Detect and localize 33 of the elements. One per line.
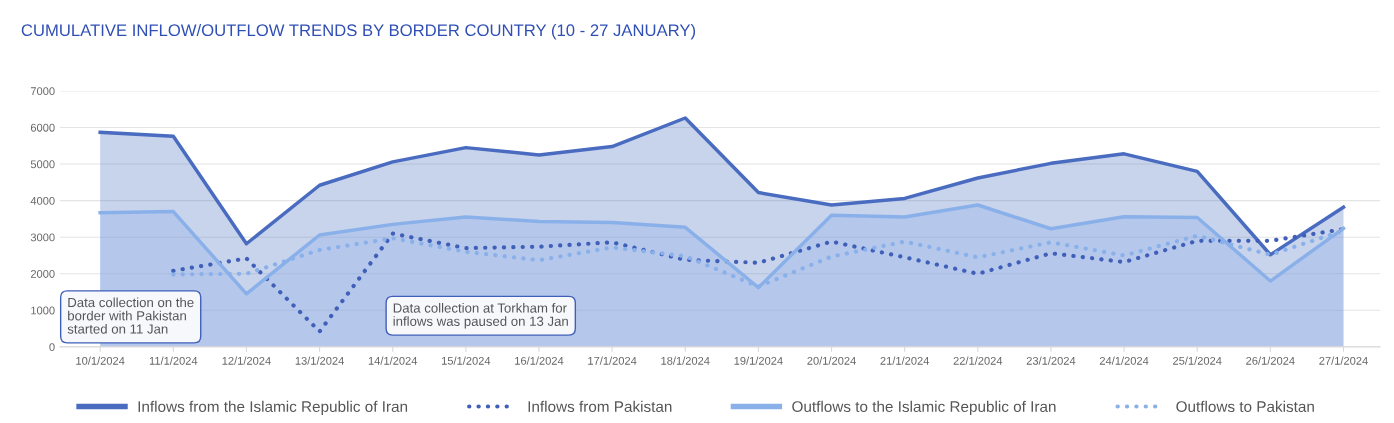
x-tick-label: 20/1/2024 [807, 356, 856, 365]
y-tick-label: 6000 [30, 123, 55, 132]
legend-label: Inflows from the Islamic Republic of Iran [138, 400, 408, 416]
x-tick-label: 10/1/2024 [76, 356, 125, 365]
x-tick-label: 15/1/2024 [441, 356, 491, 365]
x-tick-label: 11/1/2024 [149, 356, 198, 365]
y-tick-label: 0 [49, 343, 55, 351]
annotation: Data collection on the border with Pakistan started on 11 Jan [67, 297, 194, 334]
x-tick-label: 12/1/2024 [222, 356, 271, 365]
y-tick-label: 1000 [31, 306, 55, 315]
y-tick-label: 5000 [30, 160, 55, 169]
annotation: Data collection at Torkham for inflows was paused on 13 Jan [393, 303, 568, 329]
y-tick-label: 2000 [30, 270, 55, 278]
y-tick-label: 4000 [30, 196, 55, 205]
x-tick-label: 16/1/2024 [515, 356, 564, 365]
x-tick-label: 25/1/2024 [1173, 356, 1222, 365]
x-tick-label: 21/1/2024 [880, 356, 930, 365]
legend-label: Outflows to Pakistan [1176, 400, 1314, 413]
x-tick-label: 22/1/2024 [953, 356, 1003, 365]
x-tick-label: 13/1/2024 [295, 356, 344, 365]
x-tick-label: 14/1/2024 [368, 356, 418, 365]
x-tick-label: 27/1/2024 [1319, 356, 1368, 365]
x-tick-label: 19/1/2024 [734, 356, 783, 365]
legend-label: Outflows to the Islamic Republic of Iran [792, 400, 1056, 416]
x-tick-label: 18/1/2024 [661, 356, 710, 365]
y-tick-label: 7000 [30, 87, 55, 96]
x-tick-label: 26/1/2024 [1246, 356, 1295, 365]
x-tick-label: 24/1/2024 [1099, 356, 1149, 365]
x-tick-label: 23/1/2024 [1026, 356, 1076, 365]
y-tick-label: 3000 [30, 233, 55, 242]
chart-title: CUMULATIVE INFLOW/OUTFLOW TRENDS BY BORDER COUNTRY (10 - 27 JANUARY) [21, 23, 696, 40]
x-tick-label: 17/1/2024 [588, 356, 637, 365]
legend-label: Inflows from Pakistan [528, 400, 672, 413]
